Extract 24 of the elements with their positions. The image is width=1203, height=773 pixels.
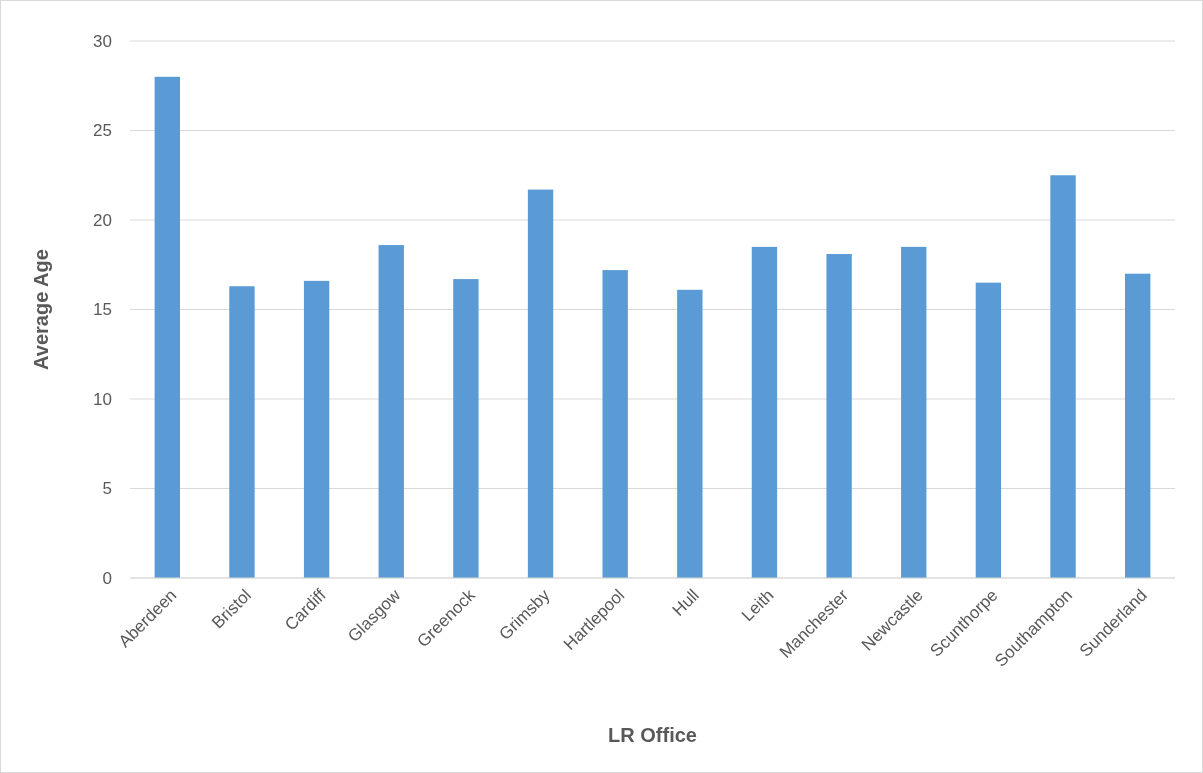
y-tick-label: 10 [93, 389, 112, 409]
y-tick-label: 0 [102, 568, 112, 588]
bar [901, 246, 927, 578]
bar [453, 279, 479, 578]
x-tick-label: Hull [668, 585, 703, 620]
y-tick-label: 25 [93, 121, 112, 141]
bar [1124, 273, 1151, 578]
bar [303, 280, 330, 578]
bar [602, 270, 628, 578]
bar [975, 282, 1002, 578]
bar [677, 289, 703, 578]
y-tick-label: 5 [102, 479, 112, 499]
x-axis-title: LR Office [608, 724, 697, 746]
y-tick-label: 20 [93, 210, 112, 230]
bar [154, 76, 181, 578]
y-tick-label: 30 [93, 31, 112, 51]
bar [527, 189, 554, 578]
bar [826, 254, 852, 578]
bar [378, 245, 404, 578]
bar [1050, 175, 1076, 578]
bar [229, 286, 255, 578]
y-axis-title: Average Age [30, 249, 52, 370]
bar [751, 246, 778, 578]
y-tick-label: 15 [93, 300, 112, 320]
